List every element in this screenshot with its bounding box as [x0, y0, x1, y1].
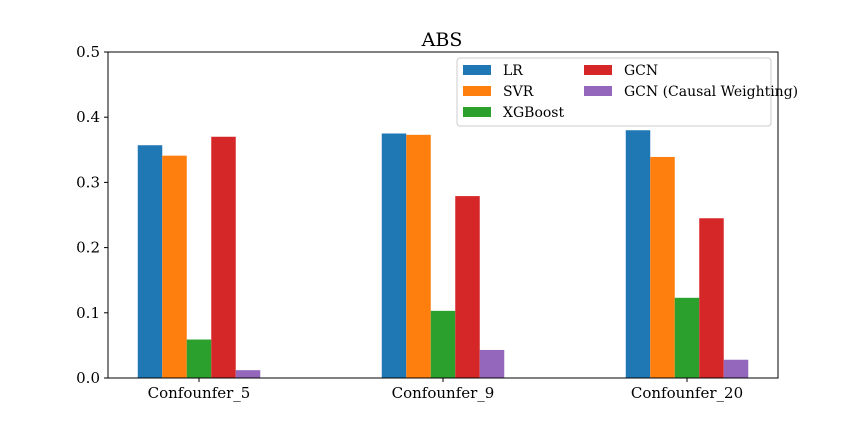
chart-title: ABS	[421, 29, 463, 51]
y-tick-label: 0.4	[76, 108, 100, 126]
legend-swatch	[463, 86, 491, 96]
legend-label: GCN (Causal Weighting)	[624, 84, 798, 100]
bar-lr-confounfer-5	[137, 145, 163, 378]
legend-label: SVR	[503, 84, 534, 100]
y-tick-label: 0.0	[76, 369, 100, 387]
bar-lr-confounfer-20	[625, 130, 651, 378]
legend-swatch	[463, 107, 491, 117]
bar-gcn-confounfer-20	[699, 218, 724, 378]
legend-swatch	[463, 65, 491, 75]
bar-svr-confounfer-9	[406, 134, 431, 378]
x-tick-label: Confounfer_5	[148, 384, 251, 402]
legend-label: LR	[503, 63, 523, 79]
legend-label: GCN	[624, 63, 658, 79]
bar-xgboost-confounfer-9	[430, 310, 456, 378]
legend-label: XGBoost	[503, 105, 564, 121]
y-tick-label: 0.1	[76, 304, 100, 322]
legend-swatch	[584, 86, 612, 96]
bar-svr-confounfer-20	[650, 156, 675, 378]
legend-box	[456, 57, 772, 127]
x-tick-label: Confounfer_9	[392, 384, 495, 402]
bars-group	[137, 130, 749, 378]
legend-swatch	[584, 65, 612, 75]
bar-svr-confounfer-5	[162, 155, 187, 378]
y-axis: 0.0 0.1 0.2 0.3 0.4 0.5	[76, 43, 108, 387]
bar-xgboost-confounfer-20	[674, 297, 700, 378]
x-axis: Confounfer_5 Confounfer_9 Confounfer_20	[148, 378, 743, 402]
bar-xgboost-confounfer-5	[186, 339, 212, 378]
bar-gcn-causal-weighting-confounfer-20	[723, 359, 749, 378]
bar-gcn-confounfer-5	[211, 136, 236, 378]
bar-gcn-causal-weighting-confounfer-5	[235, 370, 261, 378]
y-tick-label: 0.2	[76, 239, 100, 257]
plot-area-frame	[107, 51, 779, 379]
x-tick-label: Confounfer_20	[631, 384, 743, 402]
legend: LR SVR XGBoost GCN GCN (Causal Weighting)	[456, 57, 798, 127]
bar-lr-confounfer-9	[381, 133, 407, 378]
y-tick-label: 0.3	[76, 173, 100, 191]
bar-gcn-confounfer-9	[455, 196, 480, 378]
bar-gcn-causal-weighting-confounfer-9	[479, 349, 505, 378]
y-tick-label: 0.5	[76, 43, 100, 61]
